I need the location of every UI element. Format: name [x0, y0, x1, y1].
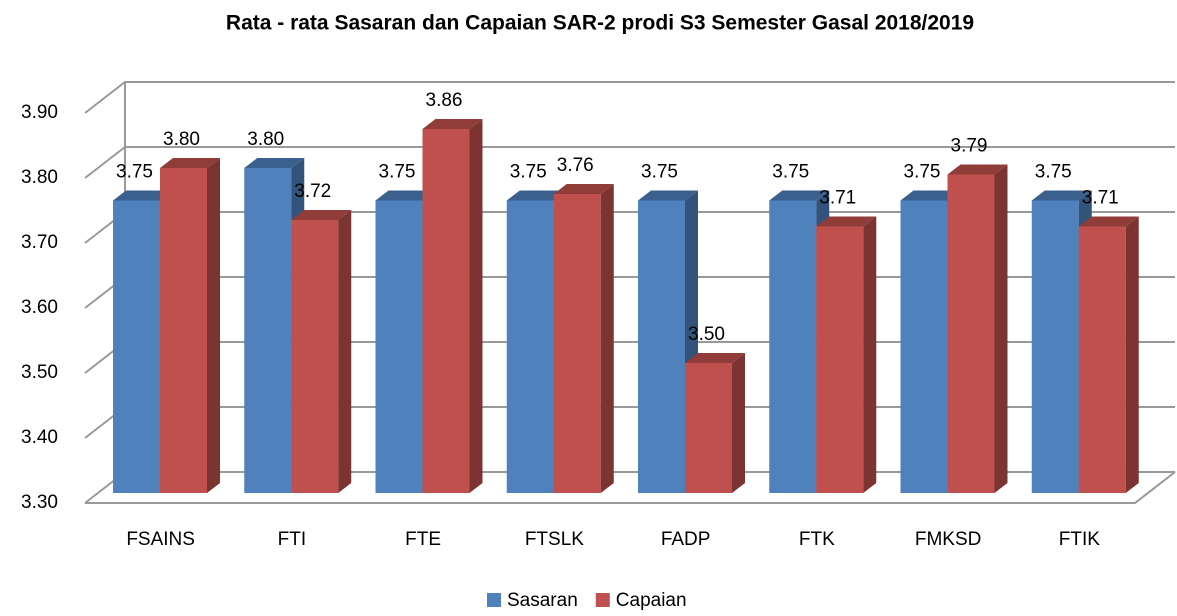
bar	[685, 353, 745, 493]
data-label: 3.76	[557, 155, 594, 176]
bar-top	[160, 158, 220, 168]
bar-top	[900, 190, 961, 201]
bar	[947, 164, 1008, 493]
y-tick-label: 3.90	[21, 102, 58, 123]
bar-front	[553, 194, 601, 493]
bar-front	[769, 200, 817, 493]
bar-front	[375, 200, 423, 493]
bar	[1078, 216, 1139, 493]
data-label: 3.75	[510, 162, 547, 183]
bar-top	[113, 190, 173, 201]
bar-top	[638, 190, 698, 201]
x-tick-label: FSAINS	[126, 529, 195, 550]
bar-side	[863, 216, 877, 493]
bar-front	[816, 226, 864, 493]
x-tick-label: FTE	[405, 529, 441, 550]
bar-front	[1078, 226, 1126, 493]
bar-front	[244, 168, 292, 493]
x-tick-label: FTSLK	[525, 529, 584, 550]
bar-front	[291, 220, 339, 493]
data-label: 3.71	[1082, 188, 1119, 209]
bar-front	[160, 168, 207, 493]
y-tick-label: 3.40	[21, 427, 58, 448]
data-label: 3.75	[116, 162, 153, 183]
bar-front	[113, 200, 160, 493]
bar	[291, 210, 352, 493]
bar-side	[207, 158, 220, 493]
bar-top	[1031, 190, 1092, 201]
legend-swatch	[595, 593, 610, 607]
x-tick-label: FADP	[661, 529, 711, 550]
bar-top	[422, 119, 483, 129]
y-tick-label: 3.30	[21, 492, 58, 513]
floor	[85, 471, 1176, 504]
data-label: 3.72	[294, 181, 331, 202]
bar-side	[732, 353, 745, 493]
bar-front	[422, 129, 470, 493]
bar-top	[244, 158, 305, 168]
legend-swatch	[487, 593, 501, 607]
bar	[816, 216, 877, 493]
bar-side	[994, 164, 1008, 493]
bar-front	[900, 200, 948, 493]
bar-top	[685, 353, 745, 363]
data-label: 3.75	[641, 162, 678, 183]
data-label: 3.79	[951, 136, 988, 157]
legend-label: Capaian	[616, 590, 687, 611]
x-tick-label: FMKSD	[915, 529, 982, 550]
chart-title: Rata - rata Sasaran dan Capaian SAR-2 pr…	[226, 12, 974, 35]
data-label: 3.80	[163, 129, 200, 150]
bar	[422, 119, 483, 493]
y-tick-label: 3.50	[21, 362, 58, 383]
bar	[553, 184, 614, 493]
grid-line	[84, 81, 1175, 114]
bar-front	[1031, 200, 1079, 493]
bar-side	[338, 210, 352, 493]
y-tick-label: 3.60	[21, 297, 58, 318]
bar-top	[1078, 216, 1139, 227]
y-tick-label: 3.80	[21, 167, 58, 188]
bar-front	[638, 200, 685, 493]
bar-side	[600, 184, 614, 493]
bar-front	[506, 200, 554, 493]
bar-top	[375, 190, 436, 201]
bar-top	[553, 184, 614, 194]
data-label: 3.80	[247, 129, 284, 150]
bar-side	[469, 119, 483, 493]
x-tick-label: FTIK	[1059, 529, 1100, 550]
bar-front	[947, 174, 995, 493]
bar-top	[947, 164, 1008, 175]
legend-label: Sasaran	[507, 590, 578, 611]
bar-top	[291, 210, 352, 220]
data-label: 3.75	[379, 162, 416, 183]
bar-top	[769, 190, 830, 201]
data-label: 3.50	[688, 324, 725, 345]
bar-side	[1125, 216, 1139, 493]
data-label: 3.86	[426, 90, 463, 111]
x-tick-label: FTI	[278, 529, 307, 550]
y-tick-label: 3.70	[21, 232, 58, 253]
bar-top	[816, 216, 877, 227]
bar	[375, 190, 436, 493]
data-label: 3.75	[772, 162, 809, 183]
data-label: 3.71	[819, 188, 856, 209]
bar-top	[506, 190, 567, 201]
data-label: 3.75	[904, 162, 941, 183]
bar	[160, 158, 220, 493]
bar-front	[685, 363, 732, 493]
x-tick-label: FTK	[799, 529, 835, 550]
data-label: 3.75	[1035, 162, 1072, 183]
